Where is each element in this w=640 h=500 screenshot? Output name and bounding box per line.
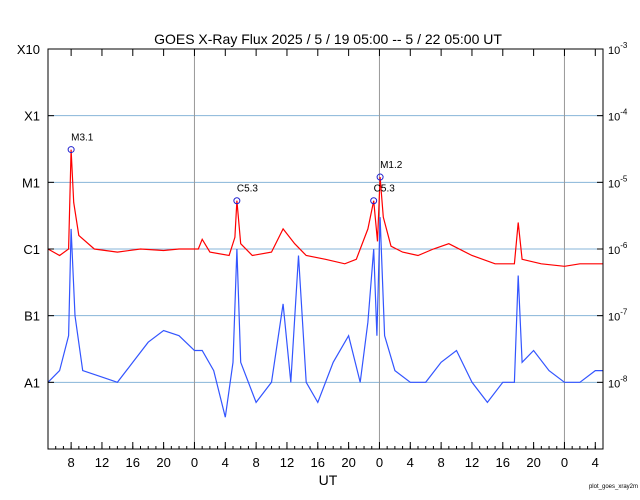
x-axis-ticks: 8 12 16 20 0 4 8 12 16 20 0 4 8 12 16 20 0 4 — [55, 49, 604, 470]
flare-peak-marker — [370, 197, 378, 205]
flare-peak-marker — [376, 173, 384, 181]
y-left-label: X1 — [24, 109, 40, 124]
flare-label: M3.1 — [71, 133, 94, 144]
x-tick-label: 4 — [222, 455, 229, 470]
x-tick-label: 4 — [407, 455, 414, 470]
x-tick-label: 0 — [561, 455, 568, 470]
series-line-0 — [47, 149, 603, 267]
x-tick-label: 20 — [341, 455, 355, 470]
x-tick-label: 4 — [592, 455, 599, 470]
x-tick-label: 16 — [126, 455, 140, 470]
x-tick-label: 16 — [311, 455, 325, 470]
right-axis-labels: 10-8 10-7 10-6 10-5 10-4 10-3 — [597, 41, 628, 390]
x-tick-label: 8 — [438, 455, 445, 470]
x-tick-label: 8 — [68, 455, 75, 470]
flare-marker-layer: M3.1 C5.3 C5.3 M1.2 — [67, 133, 403, 205]
y-left-label: B1 — [24, 309, 40, 324]
chart-title: GOES X-Ray Flux 2025 / 5 / 19 05:00 -- 5… — [154, 31, 502, 47]
flare-peak-marker — [67, 146, 75, 154]
y-right-label: 10-5 — [608, 174, 628, 190]
grid-layer — [48, 48, 603, 449]
x-tick-label: 12 — [95, 455, 109, 470]
x-tick-label: 0 — [191, 455, 198, 470]
x-tick-label: 12 — [280, 455, 294, 470]
series-layer — [47, 149, 603, 418]
y-right-label: 10-3 — [608, 41, 628, 57]
flare-label: M1.2 — [380, 160, 403, 171]
y-left-label: M1 — [22, 175, 40, 190]
x-tick-label: 20 — [526, 455, 540, 470]
y-right-label: 10-8 — [608, 374, 628, 390]
y-right-label: 10-7 — [608, 308, 628, 324]
series-line-1 — [47, 217, 603, 418]
footer-label: plot_goes_xray2m — [589, 484, 638, 490]
x-tick-label: 20 — [156, 455, 170, 470]
y-right-label: 10-6 — [608, 241, 628, 257]
flare-label: C5.3 — [374, 184, 396, 195]
flare-label: C5.3 — [237, 184, 259, 195]
left-axis-labels: A1 B1 C1 M1 X1 X10 — [17, 42, 54, 390]
flare-peak-marker — [233, 197, 241, 205]
x-tick-label: 12 — [465, 455, 479, 470]
x-tick-label: 8 — [253, 455, 260, 470]
y-left-label: X10 — [17, 42, 40, 57]
y-left-label: C1 — [23, 242, 40, 257]
x-tick-label: 16 — [496, 455, 510, 470]
x-tick-label: 0 — [376, 455, 383, 470]
x-axis-label: UT — [319, 472, 338, 488]
y-left-label: A1 — [24, 375, 40, 390]
y-right-label: 10-4 — [608, 108, 628, 124]
